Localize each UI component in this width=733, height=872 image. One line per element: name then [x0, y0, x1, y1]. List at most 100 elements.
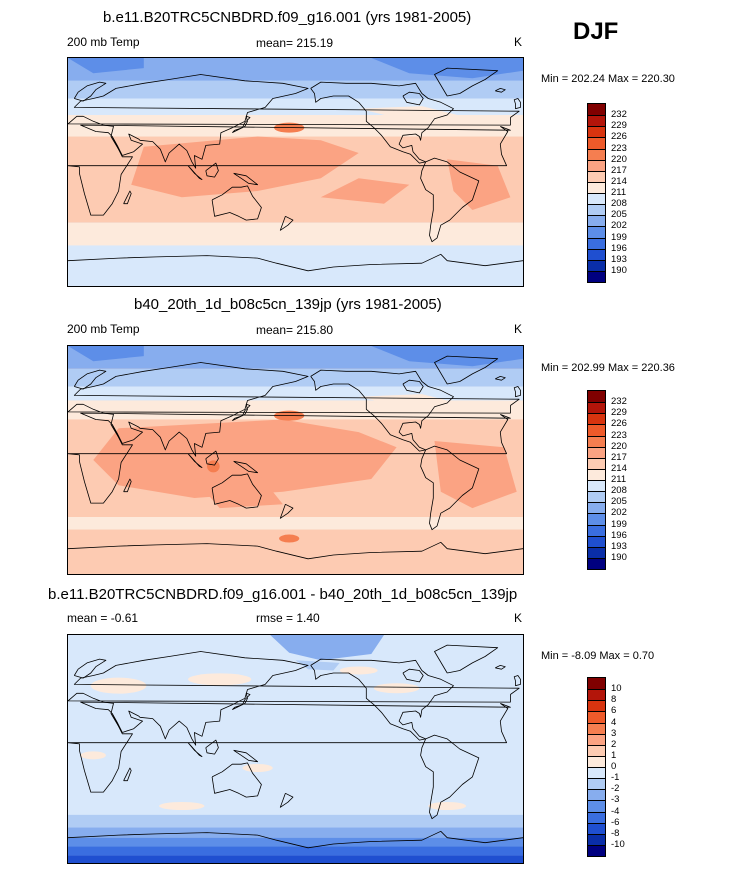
colorbar-swatch: [588, 104, 605, 116]
colorbar-swatch: [588, 767, 605, 779]
colorbar-tick-label: 220: [611, 440, 627, 452]
colorbar-swatch: [588, 170, 605, 182]
panel-1-title: b.e11.B20TRC5CNBDRD.f09_g16.001 (yrs 198…: [103, 9, 472, 26]
colorbar-tick-label: 205: [611, 496, 627, 508]
colorbar-swatch: [588, 446, 605, 458]
colorbar-tick-label: 220: [611, 153, 627, 165]
colorbar-swatch: [588, 259, 605, 271]
panel-1-units-label: K: [514, 35, 523, 49]
colorbar-tick-label: 196: [611, 242, 627, 254]
panel-2-colorbar: [587, 390, 606, 570]
colorbar-swatch: [588, 744, 605, 756]
colorbar-swatch: [588, 215, 605, 227]
colorbar-swatch: [588, 424, 605, 436]
colorbar-swatch: [588, 700, 605, 712]
season-label: DJF: [573, 18, 619, 45]
panel-2-minmax-label: Min = 202.99 Max = 220.36: [541, 362, 675, 374]
colorbar-tick-label: 217: [611, 164, 627, 176]
panel-2-map: [67, 345, 524, 575]
colorbar-swatch: [588, 159, 605, 171]
colorbar-swatch: [588, 248, 605, 260]
panel-1-mean-label: mean= 215.19: [256, 36, 334, 50]
colorbar-tick-label: 217: [611, 451, 627, 463]
panel-1-minmax-label: Min = 202.24 Max = 220.30: [541, 73, 675, 85]
colorbar-tick-label: 229: [611, 407, 627, 419]
colorbar-swatch: [588, 811, 605, 823]
colorbar-tick-label: 190: [611, 551, 627, 563]
colorbar-tick-label: 211: [611, 474, 627, 485]
colorbar-swatch: [588, 755, 605, 767]
panel-2-title: b40_20th_1d_b08c5cn_139jp (yrs 1981-2005…: [134, 296, 442, 313]
colorbar-tick-label: 208: [611, 485, 627, 497]
colorbar-swatch: [588, 204, 605, 216]
colorbar-swatch: [588, 733, 605, 745]
colorbar-tick-label: 202: [611, 507, 627, 519]
colorbar-tick-label: -8: [611, 827, 620, 839]
colorbar-swatch: [588, 546, 605, 558]
colorbar-swatch: [588, 137, 605, 149]
panel-2-variable-label: 200 mb Temp: [67, 322, 140, 336]
colorbar-tick-label: 226: [611, 131, 627, 143]
colorbar-swatch: [588, 491, 605, 503]
colorbar-swatch: [588, 833, 605, 845]
panel-3-minmax-label: Min = -8.09 Max = 0.70: [541, 650, 655, 662]
colorbar-swatch: [588, 181, 605, 193]
colorbar-tick-label: 208: [611, 198, 627, 210]
colorbar-tick-label: -1: [611, 772, 620, 784]
colorbar-swatch: [588, 524, 605, 536]
colorbar-tick-label: 232: [611, 109, 627, 121]
colorbar-swatch: [588, 193, 605, 205]
panel-2-mean-label: mean= 215.80: [256, 323, 334, 337]
colorbar-tick-label: 0: [611, 761, 617, 772]
colorbar-swatch: [588, 711, 605, 723]
colorbar-tick-label: 202: [611, 220, 627, 232]
colorbar-tick-label: 190: [611, 264, 627, 276]
panel-2-units-label: K: [514, 322, 523, 336]
colorbar-swatch: [588, 435, 605, 447]
colorbar-swatch: [588, 413, 605, 425]
panel-3-rmse-label: rmse = 1.40: [256, 611, 320, 625]
colorbar-swatch: [588, 480, 605, 492]
colorbar-tick-label: -2: [611, 783, 620, 795]
colorbar-swatch: [588, 844, 605, 856]
panel-1-variable-label: 200 mb Temp: [67, 35, 140, 49]
colorbar-swatch: [588, 402, 605, 414]
panel-3-map: [67, 634, 524, 864]
colorbar-swatch: [588, 457, 605, 469]
colorbar-tick-label: -6: [611, 816, 620, 828]
colorbar-tick-label: -4: [611, 805, 620, 817]
panel-3-units-label: K: [514, 611, 523, 625]
panel-3-colorbar: [587, 677, 606, 857]
colorbar-tick-label: 214: [611, 175, 627, 187]
colorbar-swatch: [588, 778, 605, 790]
colorbar-swatch: [588, 115, 605, 127]
colorbar-swatch: [588, 535, 605, 547]
colorbar-tick-label: 226: [611, 418, 627, 430]
colorbar-tick-label: 6: [611, 705, 617, 717]
colorbar-tick-label: 205: [611, 209, 627, 221]
panel-3-mean-label: mean = -0.61: [67, 611, 139, 625]
colorbar-tick-label: 4: [611, 716, 617, 728]
colorbar-tick-label: 193: [611, 253, 627, 265]
colorbar-swatch: [588, 126, 605, 138]
colorbar-tick-label: 223: [611, 142, 627, 154]
colorbar-tick-label: 232: [611, 396, 627, 408]
colorbar-tick-label: 193: [611, 540, 627, 552]
colorbar-tick-label: 1: [611, 749, 617, 761]
colorbar-tick-label: 2: [611, 738, 617, 750]
colorbar-tick-label: 199: [611, 231, 627, 243]
panel-3-title: b.e11.B20TRC5CNBDRD.f09_g16.001 - b40_20…: [48, 586, 518, 603]
colorbar-swatch: [588, 678, 605, 690]
colorbar-swatch: [588, 689, 605, 701]
panel-1-colorbar: [587, 103, 606, 283]
colorbar-tick-label: 223: [611, 429, 627, 441]
colorbar-swatch: [588, 513, 605, 525]
colorbar-tick-label: 211: [611, 187, 627, 198]
colorbar-swatch: [588, 226, 605, 238]
colorbar-tick-label: 199: [611, 518, 627, 530]
colorbar-swatch: [588, 270, 605, 282]
colorbar-swatch: [588, 800, 605, 812]
colorbar-swatch: [588, 237, 605, 249]
colorbar-swatch: [588, 822, 605, 834]
colorbar-tick-label: 3: [611, 727, 617, 739]
